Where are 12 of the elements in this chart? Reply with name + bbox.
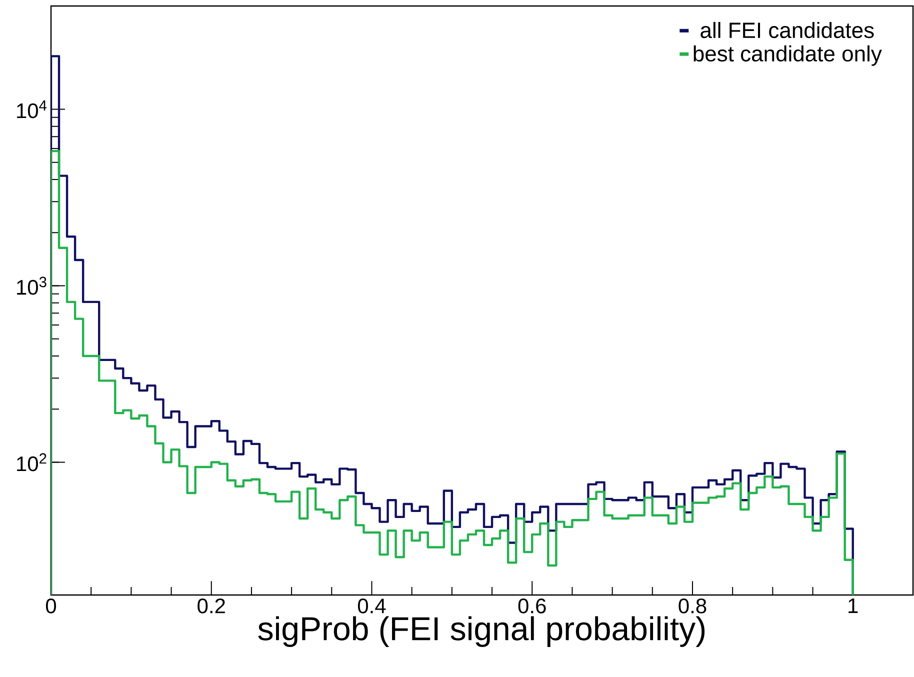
x-tick-label: 0: [46, 598, 56, 614]
legend-label: all FEI candidates: [700, 22, 874, 38]
x-tick-label: 0.8: [678, 598, 706, 614]
x-tick-label: 0.4: [358, 598, 386, 614]
x-axis-title: sigProb (FEI signal probability): [258, 616, 705, 647]
y-tick-label: 10$^{3}$: [17, 276, 46, 295]
x-tick-label: 1: [848, 598, 858, 613]
x-tick-label: 0.2: [198, 598, 225, 614]
y-tick-label: 10$^{4}$: [17, 100, 47, 118]
x-tick-label: 0.6: [518, 598, 546, 614]
legend-label: best candidate only: [694, 45, 882, 66]
y-tick-label: 10$^{2}$: [17, 453, 46, 472]
